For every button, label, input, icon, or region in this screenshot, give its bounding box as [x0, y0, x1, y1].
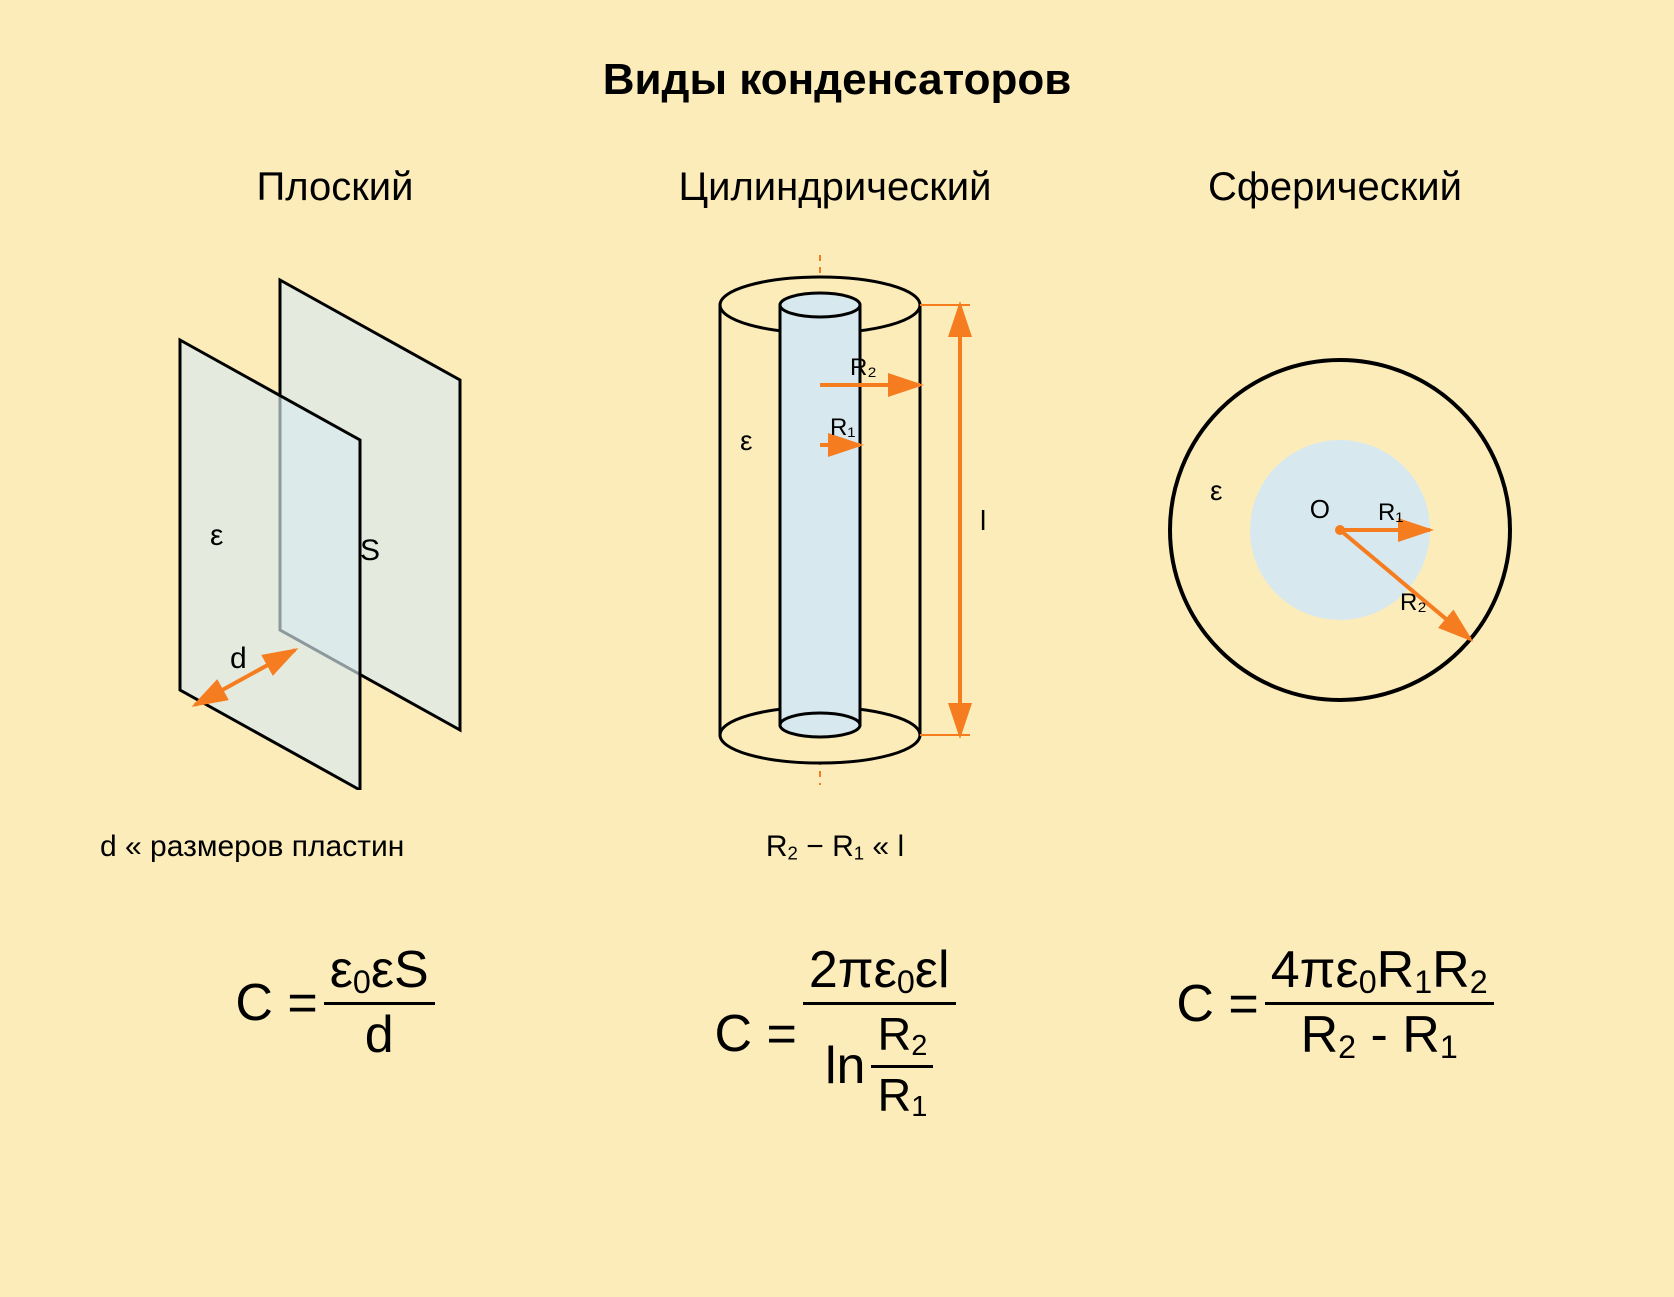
column-formula: C =4πε0R1R2R2 - R1 [1100, 940, 1570, 1068]
svg-text:ε: ε [740, 425, 752, 456]
svg-text:R₁: R₁ [830, 414, 855, 441]
formula-fraction: 2πε0εllnR2R1 [803, 940, 956, 1129]
svg-text:ε: ε [210, 519, 223, 552]
svg-text:S: S [360, 534, 380, 567]
diagram-cylinder: R₁ R₂ ε l [600, 250, 1070, 790]
svg-text:O: O [1310, 494, 1330, 524]
formula-lhs: C = [1176, 974, 1258, 1034]
svg-text:R₁: R₁ [1378, 499, 1403, 526]
formula-fraction: 4πε0R1R2R2 - R1 [1265, 940, 1494, 1068]
column-condition: R2 − R1 « l [600, 830, 1070, 864]
column-formula: C =2πε0εllnR2R1 [600, 940, 1070, 1129]
column-subtitle: Плоский [100, 165, 570, 210]
column-subtitle: Сферический [1100, 165, 1570, 210]
column-formula: C =ε0εSd [100, 940, 570, 1066]
column-condition: d « размеров пластин [100, 830, 570, 864]
column-subtitle: Цилиндрический [600, 165, 1070, 210]
svg-text:R₂: R₂ [1400, 589, 1427, 616]
page-title: Виды конденсаторов [0, 55, 1674, 105]
diagram-sphere: O R₁ R₂ ε [1100, 250, 1570, 790]
formula-lhs: C = [235, 973, 317, 1033]
formula-lhs: C = [714, 1004, 796, 1064]
diagram-parallel-plates: d ε S [100, 250, 570, 790]
svg-text:ε: ε [1210, 475, 1222, 506]
svg-text:d: d [230, 642, 247, 675]
formula-fraction: ε0εSd [324, 940, 435, 1066]
svg-text:R₂: R₂ [850, 354, 877, 381]
svg-text:l: l [980, 505, 986, 536]
